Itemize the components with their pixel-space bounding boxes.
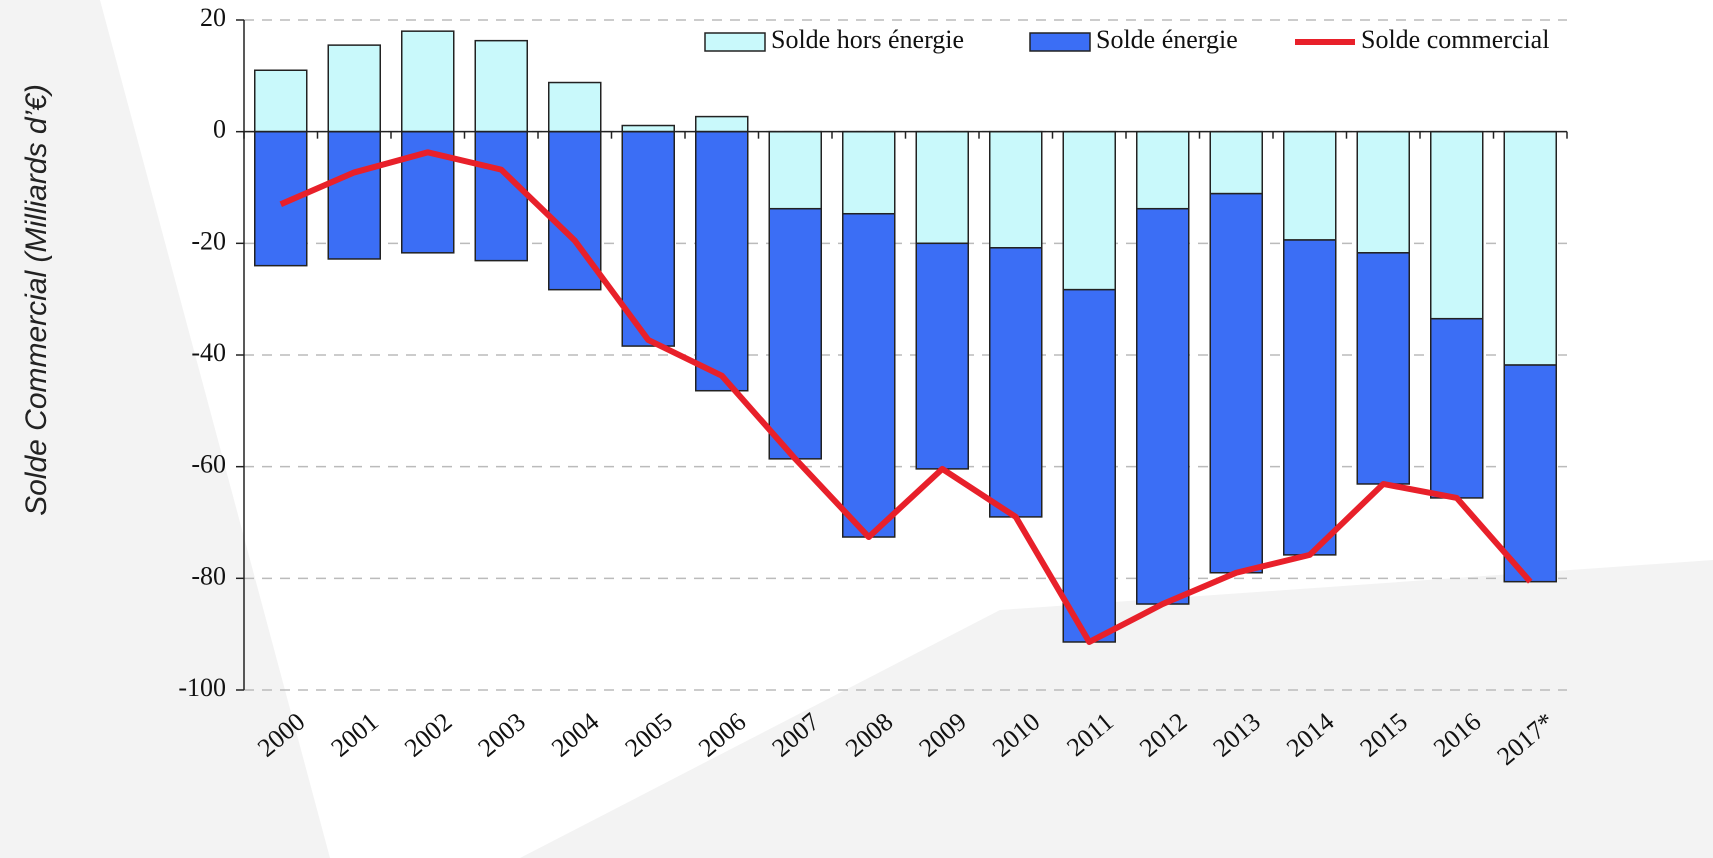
bar bbox=[695, 115, 749, 133]
bar bbox=[768, 207, 822, 460]
bar bbox=[621, 124, 675, 133]
legend-label: Solde commercial bbox=[1361, 25, 1549, 54]
bar bbox=[915, 242, 969, 470]
bar bbox=[915, 130, 969, 245]
bar bbox=[1283, 239, 1337, 556]
y-tick-label: -40 bbox=[191, 338, 226, 367]
bar bbox=[695, 130, 749, 392]
y-tick-label: 20 bbox=[200, 3, 226, 32]
bar bbox=[1283, 130, 1337, 241]
bar bbox=[327, 44, 381, 133]
bar bbox=[989, 130, 1043, 249]
bar bbox=[1209, 130, 1263, 195]
bar bbox=[768, 130, 822, 210]
y-tick-label: -60 bbox=[191, 450, 226, 479]
bar bbox=[1062, 130, 1116, 291]
bar bbox=[621, 130, 675, 347]
bar bbox=[1356, 130, 1410, 254]
legend-swatch bbox=[704, 32, 766, 52]
bar bbox=[842, 212, 896, 538]
bar bbox=[474, 130, 528, 262]
bar bbox=[401, 30, 455, 133]
bar bbox=[1062, 288, 1116, 643]
legend-label: Solde énergie bbox=[1096, 25, 1238, 54]
bar bbox=[1209, 192, 1263, 574]
y-tick-label: -80 bbox=[191, 561, 226, 590]
y-tick-label: -100 bbox=[178, 673, 226, 702]
bar bbox=[474, 39, 528, 133]
line bbox=[279, 149, 1533, 645]
bar bbox=[1136, 207, 1190, 605]
bar bbox=[1136, 130, 1190, 210]
bar bbox=[401, 130, 455, 254]
bar bbox=[1430, 317, 1484, 499]
legend-label: Solde hors énergie bbox=[771, 25, 964, 54]
y-axis-title: Solde Commercial (Milliards d’€) bbox=[20, 84, 53, 516]
legend-swatch bbox=[1029, 32, 1091, 52]
bar bbox=[1503, 130, 1557, 366]
y-tick-label: 0 bbox=[213, 115, 226, 144]
bar bbox=[1503, 364, 1557, 583]
bar bbox=[1430, 130, 1484, 320]
y-tick-label: -20 bbox=[191, 226, 226, 255]
bar bbox=[842, 130, 896, 215]
bar bbox=[1356, 252, 1410, 485]
bar bbox=[327, 130, 381, 260]
bar bbox=[548, 81, 602, 133]
bar bbox=[989, 247, 1043, 518]
bar bbox=[254, 69, 308, 133]
